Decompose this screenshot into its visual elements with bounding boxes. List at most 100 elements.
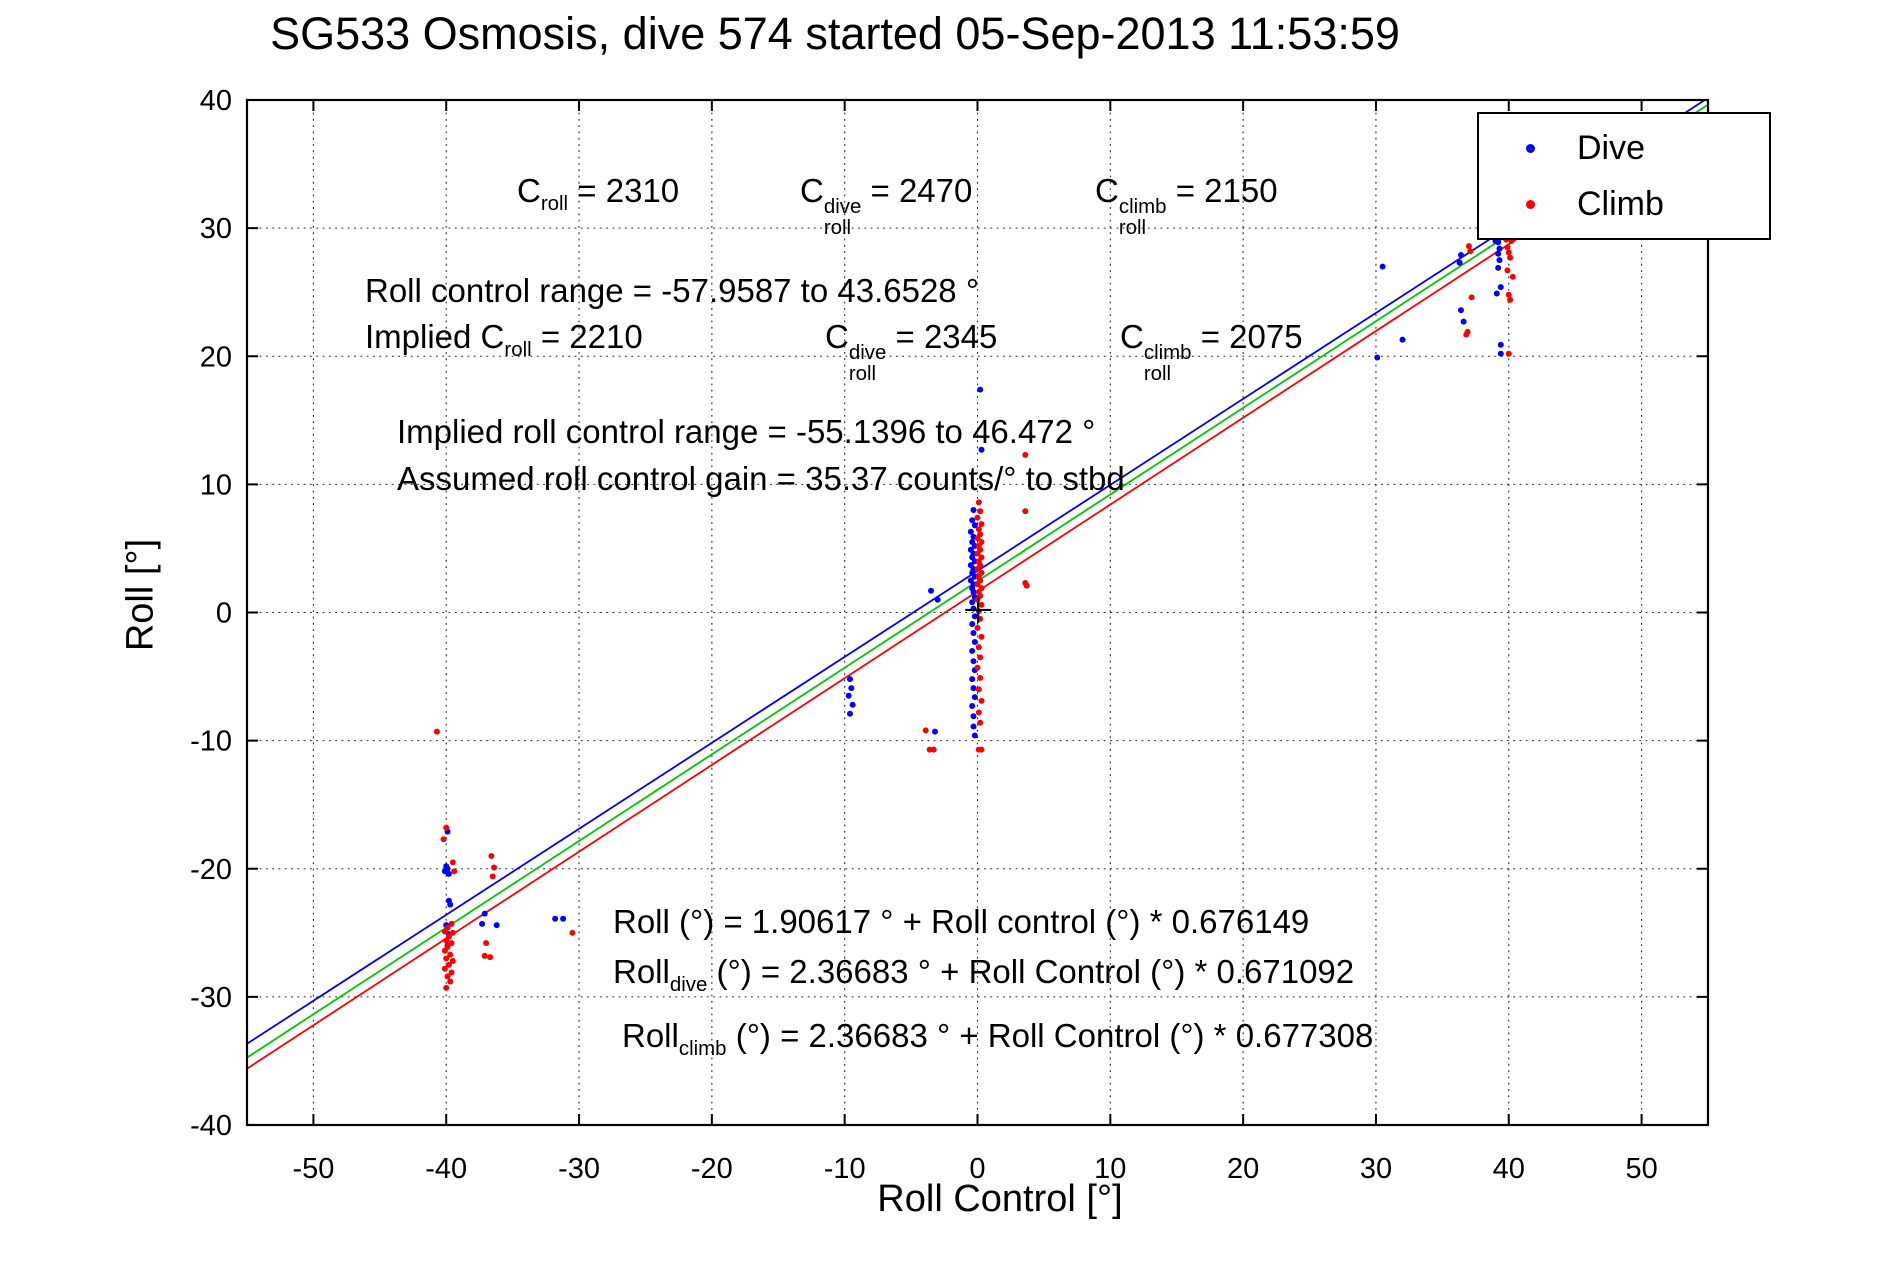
y-tick-label: 40 — [200, 85, 232, 117]
scatter-point-climb — [978, 633, 985, 640]
scatter-point-climb — [448, 969, 455, 976]
scatter-point-dive — [978, 446, 985, 453]
scatter-point-dive — [1495, 264, 1502, 271]
scatter-point-climb — [1463, 331, 1470, 338]
x-tick-label: -40 — [425, 1153, 467, 1185]
legend-item-climb: Climb — [1479, 179, 1769, 229]
scatter-point-dive — [970, 685, 977, 692]
scatter-point-dive — [1495, 250, 1502, 257]
y-tick-label: -30 — [190, 982, 232, 1014]
legend-item-dive: Dive — [1479, 123, 1769, 173]
scatter-point-dive — [1496, 245, 1503, 252]
scatter-point-climb — [975, 499, 982, 506]
scatter-point-dive — [1379, 263, 1386, 270]
scatter-point-dive — [849, 701, 856, 708]
x-tick-label: 10 — [1094, 1153, 1126, 1185]
scatter-point-dive — [845, 692, 852, 699]
scatter-point-climb — [489, 873, 496, 880]
x-tick-label: 50 — [1625, 1153, 1657, 1185]
scatter-point-climb — [1507, 296, 1514, 303]
scatter-point-climb — [922, 727, 929, 734]
scatter-point-climb — [569, 929, 576, 936]
scatter-point-climb — [449, 859, 456, 866]
x-tick-label: 40 — [1493, 1153, 1525, 1185]
scatter-point-dive — [1497, 350, 1504, 357]
scatter-point-climb — [974, 535, 981, 542]
scatter-point-climb — [974, 565, 981, 572]
scatter-point-dive — [846, 676, 853, 683]
y-tick-label: -10 — [190, 726, 232, 758]
scatter-point-dive — [479, 920, 486, 927]
scatter-point-climb — [451, 868, 458, 875]
scatter-point-climb — [975, 686, 982, 693]
scatter-point-climb — [449, 929, 456, 936]
y-tick-label: 30 — [200, 213, 232, 245]
legend-label-dive: Dive — [1577, 129, 1646, 167]
scatter-point-dive — [970, 630, 977, 636]
scatter-point-climb — [491, 864, 498, 871]
scatter-point-dive — [1497, 341, 1504, 348]
scatter-point-climb — [974, 550, 981, 557]
scatter-point-dive — [970, 713, 977, 720]
scatter-point-dive — [846, 710, 853, 717]
scatter-point-climb — [1022, 508, 1029, 515]
scatter-point-dive — [970, 723, 977, 730]
scatter-point-dive — [1457, 307, 1464, 314]
scatter-point-climb — [975, 644, 982, 651]
scatter-point-climb — [978, 521, 985, 528]
scatter-point-climb — [445, 961, 452, 968]
scatter-point-climb — [443, 937, 450, 944]
y-tick-label: -40 — [190, 1110, 232, 1142]
scatter-point-climb — [974, 514, 981, 521]
scatter-point-dive — [1493, 290, 1500, 297]
scatter-point-climb — [443, 984, 450, 991]
scatter-point-dive — [931, 728, 938, 735]
scatter-point-climb — [1465, 243, 1472, 250]
scatter-point-climb — [443, 824, 450, 831]
scatter-point-dive — [971, 613, 978, 620]
scatter-point-climb — [1467, 248, 1474, 255]
scatter-point-climb — [1023, 582, 1030, 589]
scatter-point-dive — [1460, 318, 1467, 325]
scatter-point-dive — [445, 870, 452, 877]
x-tick-label: -20 — [691, 1153, 733, 1185]
scatter-point-dive — [970, 589, 977, 595]
scatter-point-dive — [969, 703, 976, 710]
scatter-point-climb — [1509, 273, 1516, 280]
scatter-point-climb — [481, 952, 488, 959]
x-tick-label: -30 — [558, 1153, 600, 1185]
scatter-point-climb — [977, 508, 984, 515]
scatter-point-dive — [971, 694, 978, 701]
scatter-point-climb — [483, 940, 490, 947]
x-tick-label: 0 — [969, 1153, 985, 1185]
climb-dot-icon — [1526, 199, 1535, 209]
scatter-point-dive — [970, 658, 977, 665]
scatter-point-climb — [433, 728, 440, 735]
scatter-point-dive — [977, 386, 984, 393]
scatter-point-climb — [1504, 267, 1511, 274]
scatter-point-dive — [1374, 354, 1381, 361]
legend: Dive Climb — [1477, 112, 1771, 240]
scatter-point-climb — [447, 951, 454, 958]
scatter-point-climb — [1507, 254, 1514, 261]
scatter-point-climb — [975, 526, 982, 533]
scatter-point-dive — [971, 732, 978, 739]
dive-dot-icon — [1526, 143, 1535, 153]
scatter-point-dive — [552, 915, 559, 922]
scatter-point-climb — [487, 954, 494, 961]
scatter-point-climb — [1505, 291, 1512, 298]
scatter-point-climb — [441, 928, 448, 935]
scatter-point-climb — [978, 697, 985, 704]
scatter-point-climb — [448, 920, 455, 927]
scatter-point-dive — [969, 647, 976, 654]
scatter-point-dive — [1399, 336, 1406, 343]
legend-label-climb: Climb — [1577, 185, 1664, 223]
scatter-point-climb — [443, 955, 450, 962]
scatter-point-climb — [974, 581, 981, 588]
scatter-point-dive — [1457, 252, 1464, 259]
scatter-point-dive — [934, 596, 941, 603]
scatter-point-dive — [560, 915, 567, 922]
scatter-point-dive — [1456, 259, 1463, 266]
